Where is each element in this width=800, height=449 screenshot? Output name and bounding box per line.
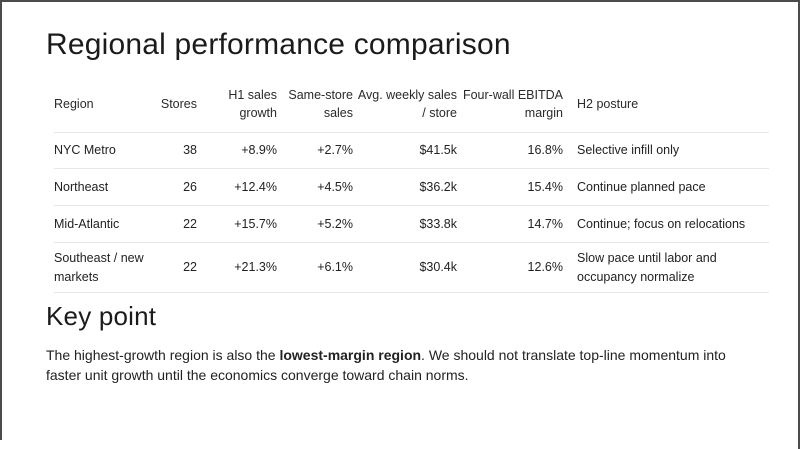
table-cell: 22: [183, 216, 197, 231]
column-header-h2-posture: H2 posture: [577, 97, 639, 112]
table-cell: $41.5k: [419, 143, 457, 158]
column-header-same-store-sales: Same-store sales: [288, 88, 353, 121]
table-cell: 15.4%: [527, 179, 563, 194]
table-row-southeast-new-markets: Southeast / new markets 22 +21.3% +6.1% $30.…: [54, 243, 769, 293]
table-cell: 16.8%: [527, 143, 563, 158]
table-cell: +2.7%: [317, 143, 353, 158]
table-row-nyc-metro: NYC Metro 38 +8.9% +2.7% $41.5k 16.8% Selectiv…: [54, 133, 769, 169]
table-cell: Mid-Atlantic: [54, 216, 120, 231]
slide-title: Regional performance comparison: [46, 28, 511, 61]
slide-border-top: [0, 0, 800, 2]
slide-border-right: [798, 0, 800, 449]
column-header-avg-weekly-sales-store: Avg. weekly sales / store: [357, 88, 457, 121]
table-cell: +12.4%: [234, 179, 277, 194]
key-point-text-prefix: The highest-growth region is also the: [46, 346, 280, 363]
table-cell: +21.3%: [234, 260, 277, 275]
slide-border-left: [0, 0, 2, 440]
table-cell: Slow pace until labor and occupancy norm…: [577, 251, 717, 284]
table-cell: +4.5%: [317, 179, 353, 194]
table-cell: $30.4k: [419, 260, 457, 275]
table-cell: $33.8k: [419, 216, 457, 231]
regional-performance-table: Region Stores H1 sales growth Same-store sa…: [54, 77, 769, 294]
key-point-heading: Key point: [46, 301, 157, 331]
table-row-mid-atlantic: Mid-Atlantic 22 +15.7% +5.2% $33.8k 14.7% Cont…: [54, 206, 769, 243]
table-cell: +5.2%: [317, 216, 353, 231]
column-header-region: Region: [54, 97, 94, 112]
table-cell: Northeast: [54, 179, 109, 194]
key-point-text-bold: lowest-margin region: [279, 346, 422, 363]
table-cell: Selective infill only: [577, 143, 680, 158]
table-cell: 26: [183, 179, 197, 194]
table-row-northeast: Northeast 26 +12.4% +4.5% $36.2k 15.4% Continu…: [54, 169, 769, 206]
column-header-stores: Stores: [160, 97, 197, 112]
table-cell: Southeast / new markets: [54, 251, 144, 284]
key-point-text-suffix: . We should not translate top-line momen…: [46, 346, 726, 384]
table-cell: 12.6%: [527, 260, 563, 275]
table-cell: 14.7%: [527, 216, 563, 231]
table-cell: 38: [183, 143, 197, 158]
column-header-four-wall-ebitda-margin: Four-wall EBITDA margin: [462, 88, 563, 121]
table-cell: +8.9%: [241, 143, 277, 158]
table-cell: Continue planned pace: [577, 179, 706, 194]
table-cell: Continue; focus on relocations: [577, 216, 746, 231]
table-cell: +6.1%: [317, 260, 353, 275]
table-cell: NYC Metro: [54, 143, 116, 158]
table-cell: $36.2k: [419, 179, 457, 194]
table-cell: +15.7%: [234, 216, 277, 231]
table-header-row: Region Stores H1 sales growth Same-store sa…: [54, 77, 769, 133]
column-header-h1-sales-growth: H1 sales growth: [228, 88, 277, 121]
key-point-text: The highest-growth region is also the lo…: [46, 345, 746, 386]
table-cell: 22: [183, 260, 197, 275]
